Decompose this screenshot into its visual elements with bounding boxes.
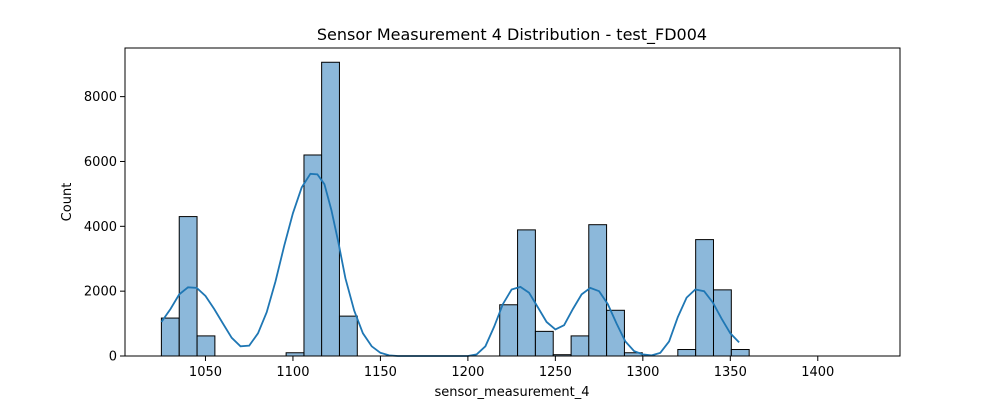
histogram-bar-0 [160,317,180,357]
histogram-bars [160,61,750,357]
x-tick-label: 1400 [801,365,834,380]
x-tick-label: 1050 [189,365,222,380]
x-tick-label: 1150 [364,365,397,380]
histogram-bar-1 [178,216,198,357]
x-tick-label: 1300 [626,365,659,380]
histogram-bar-23 [570,335,590,357]
histogram-bar-20 [517,229,536,357]
histogram-bar-31 [713,289,732,357]
x-tick-label: 1250 [539,365,572,380]
plot-frame [124,47,901,357]
x-tick-label: 1350 [714,365,747,380]
histogram-bar-32 [730,349,750,357]
histogram-bar-21 [534,330,554,357]
y-tick-label: 4000 [84,220,117,235]
histogram-bar-29 [677,349,697,357]
x-tick-label: 1100 [276,365,309,380]
x-axis-ticks: 1050 1100 1150 1200 1250 1300 1350 1400 [189,356,834,380]
histogram-bar-10 [338,315,358,357]
y-axis-label: Count [60,183,75,222]
histogram-bar-2 [196,335,216,357]
histogram-bar-30 [695,239,714,357]
y-tick-label: 6000 [84,155,117,170]
x-tick-label: 1200 [451,365,484,380]
y-axis-ticks: 0 2000 4000 6000 8000 [84,90,125,365]
y-tick-label: 2000 [84,285,117,300]
y-tick-label: 8000 [84,90,117,105]
kde-curve [160,172,740,357]
histogram-bar-8 [303,154,323,357]
y-tick-label: 0 [109,350,117,365]
histogram-bar-19 [499,304,519,357]
x-axis-label: sensor_measurement_4 [434,385,589,400]
chart-title: Sensor Measurement 4 Distribution - test… [317,25,707,45]
